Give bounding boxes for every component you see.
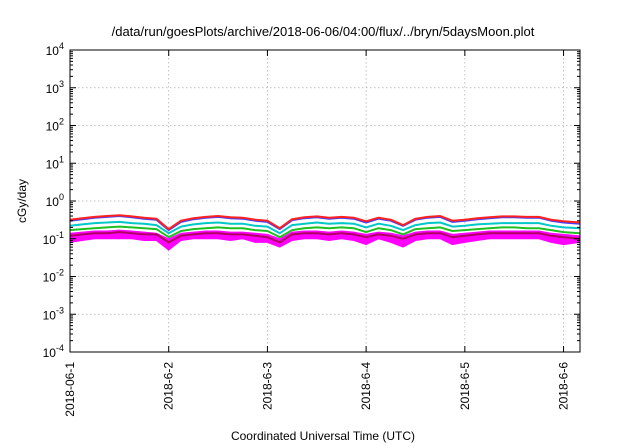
y-tick-exponent: 0 — [59, 192, 64, 202]
series-line-2 — [69, 214, 581, 231]
y-tick-exponent: -3 — [56, 305, 64, 315]
y-tick-exponent: 3 — [59, 79, 64, 89]
y-tick-label: 103 — [46, 79, 64, 96]
x-axis-label: Coordinated Universal Time (UTC) — [231, 429, 415, 443]
x-tick-label: 2018-6-2 — [162, 362, 176, 410]
x-tick-label: 2018-6-4 — [359, 362, 373, 410]
y-tick-base: 10 — [46, 157, 60, 171]
y-tick-exponent: 2 — [59, 117, 64, 127]
y-tick-exponent: -1 — [56, 230, 64, 240]
y-tick-base: 10 — [43, 233, 57, 247]
series-line-5 — [69, 231, 581, 244]
series-line-3 — [69, 220, 581, 235]
y-tick-exponent: 4 — [59, 41, 64, 51]
series-line-4 — [69, 225, 581, 239]
y-axis-label: cGy/day — [15, 179, 29, 223]
y-tick-base: 10 — [46, 195, 60, 209]
y-tick-label: 100 — [46, 192, 64, 209]
y-tick-label: 10-4 — [43, 343, 64, 360]
x-tick-label: 2018-06-1 — [63, 362, 77, 417]
y-tick-base: 10 — [46, 44, 60, 58]
y-tick-label: 102 — [46, 117, 64, 134]
x-tick-label: 2018-6-5 — [458, 362, 472, 410]
y-tick-base: 10 — [43, 346, 57, 360]
x-tick-label: 2018-6-6 — [557, 362, 571, 410]
plot-area — [69, 214, 581, 251]
y-tick-label: 10-3 — [43, 305, 64, 322]
chart-title: /data/run/goesPlots/archive/2018-06-06/0… — [112, 24, 535, 39]
x-tick-label: 2018-6-3 — [260, 362, 274, 410]
y-tick-base: 10 — [46, 82, 60, 96]
y-tick-label: 101 — [46, 154, 64, 171]
y-tick-label: 10-1 — [43, 230, 64, 247]
y-tick-label: 104 — [46, 41, 64, 58]
y-tick-label: 10-2 — [43, 268, 64, 285]
x-axis: 2018-06-1 2018-6-2 2018-6-3 2018-6-4 2018-6-… — [63, 50, 571, 417]
y-tick-exponent: -2 — [56, 268, 64, 278]
grid — [70, 50, 580, 352]
y-tick-base: 10 — [46, 120, 60, 134]
y-tick-exponent: 1 — [59, 154, 64, 164]
y-tick-exponent: -4 — [56, 343, 64, 353]
y-tick-base: 10 — [43, 308, 57, 322]
y-tick-base: 10 — [43, 271, 57, 285]
